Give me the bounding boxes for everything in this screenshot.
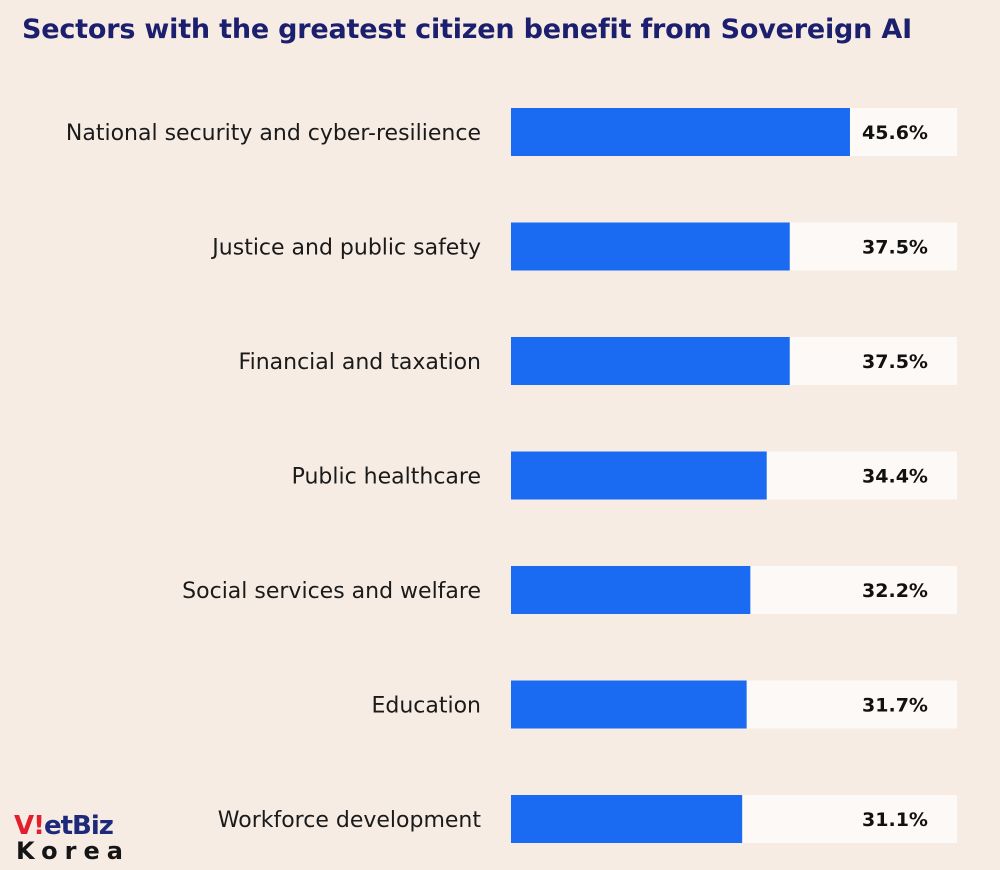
value-label: 32.2% — [862, 580, 928, 602]
bar — [511, 337, 790, 385]
chart-title: Sectors with the greatest citizen benefi… — [22, 14, 912, 45]
value-label: 31.7% — [862, 695, 928, 717]
category-label: Financial and taxation — [239, 350, 481, 375]
bar-row: Financial and taxation 37.5% — [239, 337, 957, 385]
category-label: Education — [371, 694, 481, 719]
value-label: 34.4% — [862, 466, 928, 488]
category-label: Social services and welfare — [182, 579, 481, 604]
category-label: National security and cyber-resilience — [66, 121, 481, 146]
value-label: 45.6% — [862, 122, 928, 144]
bar — [511, 108, 850, 156]
value-label: 31.1% — [862, 809, 928, 831]
bar — [511, 680, 747, 729]
bar — [511, 795, 743, 843]
category-label: Public healthcare — [292, 465, 481, 490]
bar — [511, 222, 790, 271]
vietbiz-korea-logo: V!etBiz Korea — [14, 812, 144, 866]
category-label: Workforce development — [218, 808, 482, 833]
bar-row: Public healthcare 34.4% — [292, 451, 957, 500]
bar-row: National security and cyber-resilience 45… — [66, 108, 957, 156]
logo-line2: Korea — [16, 837, 130, 865]
bar-row: Justice and public safety 37.5% — [210, 222, 957, 271]
bar — [511, 451, 767, 500]
logo-line1: V!etBiz — [14, 811, 114, 841]
bar-row: Education 31.7% — [371, 680, 957, 729]
bar-row: Workforce development 31.1% — [218, 795, 957, 843]
value-label: 37.5% — [862, 351, 928, 373]
bar-row: Social services and welfare 32.2% — [182, 566, 957, 614]
category-label: Justice and public safety — [210, 236, 481, 261]
bar — [511, 566, 751, 614]
value-label: 37.5% — [862, 237, 928, 259]
